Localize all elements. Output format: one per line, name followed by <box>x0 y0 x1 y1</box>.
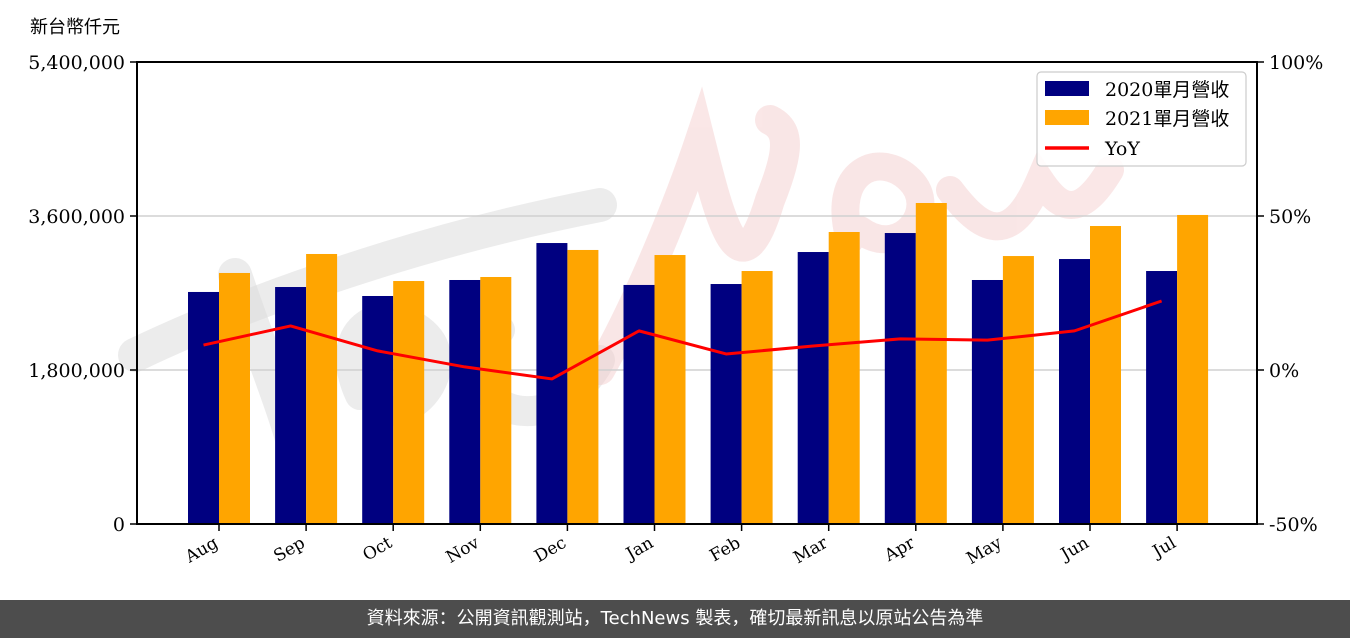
x-tick-label: Sep <box>270 533 308 567</box>
y2-tick-label: 0% <box>1269 360 1299 382</box>
bar-2020-apr <box>884 233 916 524</box>
bars <box>188 202 1209 525</box>
chart: 0 1,800,000 3,600,000 5,400,000 -50% 0% 50% 10… <box>28 17 1323 569</box>
x-tick-label: Nov <box>443 533 483 568</box>
x-tick-label: Jan <box>621 533 657 565</box>
bar-2021-mar <box>828 231 860 524</box>
bar-2020-dec <box>536 243 568 524</box>
bar-2020-sep <box>275 287 307 524</box>
bar-2021-dec <box>567 249 599 524</box>
y-tick-label: 5,400,000 <box>28 52 125 74</box>
legend-swatch-2021 <box>1045 110 1089 125</box>
legend-swatch-2020 <box>1045 81 1089 96</box>
bar-2020-jan <box>623 284 655 524</box>
bar-2020-may <box>971 279 1003 524</box>
legend: 2020單月營收 2021單月營收 YoY <box>1036 71 1247 167</box>
x-tick-label: Apr <box>880 533 919 567</box>
bar-2021-oct <box>393 281 425 524</box>
bar-2021-may <box>1002 256 1034 524</box>
legend-label-yoy: YoY <box>1104 138 1140 160</box>
bar-2021-feb <box>741 271 773 524</box>
x-tick-label: Jul <box>1148 533 1180 563</box>
y-tick-label: 0 <box>113 514 125 536</box>
source-footer: 資料來源：公開資訊觀測站，TechNews 製表，確切最新訊息以原站公告為準 <box>0 600 1350 638</box>
x-tick-label: Dec <box>531 533 570 567</box>
plot-frame <box>136 61 1258 525</box>
x-tick-label: May <box>963 533 1006 569</box>
bar-2020-aug <box>188 291 219 524</box>
legend-box <box>1036 71 1247 167</box>
bar-2021-jul <box>1177 214 1209 524</box>
bar-2020-feb <box>710 284 742 524</box>
bar-2020-oct <box>362 295 394 524</box>
legend-label-2020: 2020單月營收 <box>1105 79 1229 101</box>
x-tick-label: Feb <box>707 533 745 566</box>
y-axis-right: -50% 0% 50% 100% <box>1257 52 1323 536</box>
x-tick-label: Mar <box>790 533 832 569</box>
y-tick-label: 1,800,000 <box>28 360 125 382</box>
bar-2021-sep <box>306 253 338 524</box>
bar-2020-mar <box>797 252 829 524</box>
bar-2021-jan <box>654 255 686 524</box>
x-axis: Aug Sep Oct Nov Dec Jan Feb Mar Apr May Jun Jul <box>181 524 1180 569</box>
x-tick-label: Oct <box>359 533 395 566</box>
y-axis-left: 0 1,800,000 3,600,000 5,400,000 <box>28 52 137 536</box>
unit-label: 新台幣仟元 <box>30 17 120 38</box>
x-tick-label: Aug <box>181 533 222 568</box>
x-tick-label: Jun <box>1056 533 1093 566</box>
bar-2020-jun <box>1059 259 1090 524</box>
y2-tick-label: 50% <box>1269 206 1311 228</box>
bar-2020-nov <box>449 279 481 524</box>
bar-2021-nov <box>480 277 512 524</box>
y-tick-label: 3,600,000 <box>28 206 125 228</box>
y2-tick-label: -50% <box>1269 514 1318 536</box>
yoy-line <box>203 299 1163 381</box>
bar-2020-jul <box>1146 271 1178 524</box>
bar-2021-jun <box>1090 226 1121 524</box>
bar-2021-apr <box>915 202 947 525</box>
y2-tick-label: 100% <box>1269 52 1323 74</box>
yoy-polyline <box>203 299 1163 381</box>
bar-2021-aug <box>219 272 250 524</box>
legend-label-2021: 2021單月營收 <box>1105 108 1229 130</box>
